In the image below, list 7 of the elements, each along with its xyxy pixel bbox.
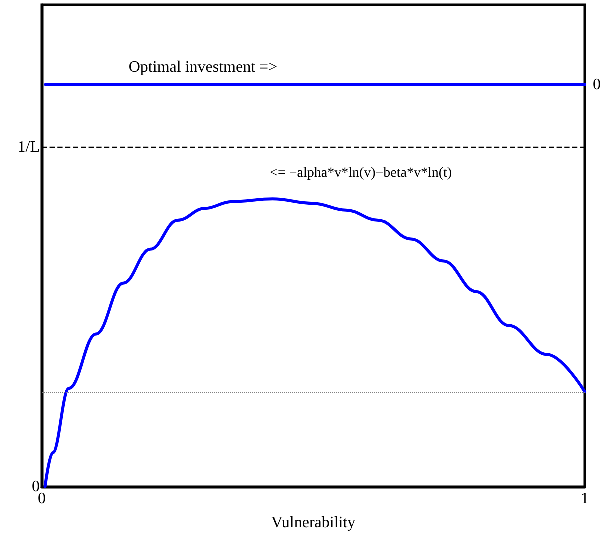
x-tick-label: 1 (581, 490, 589, 508)
annotation: Optimal investment => (128, 59, 278, 76)
line-series (44, 198, 586, 488)
annotation: <= −alpha*v*ln(v)−beta*v*ln(t) (270, 166, 452, 182)
x-axis-title: Vulnerability (271, 514, 356, 532)
y-tick-label: 1/L (18, 139, 40, 156)
annotation: 0 (593, 76, 601, 94)
